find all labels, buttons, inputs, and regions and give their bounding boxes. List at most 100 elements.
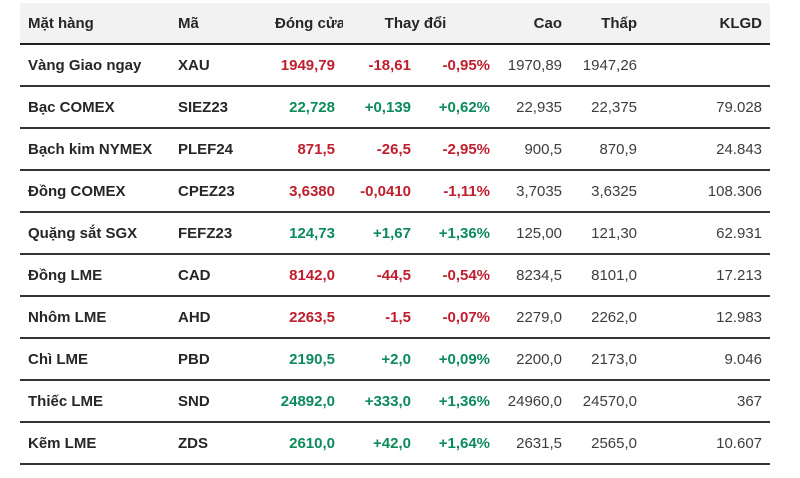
- commodity-name: Niken LME: [20, 464, 170, 478]
- change-value: -18,61: [368, 56, 411, 74]
- high-price: 18190,0: [498, 464, 570, 478]
- commodity-name: Bạc COMEX: [28, 98, 115, 116]
- commodity-code: CAD: [178, 266, 211, 284]
- low-price: 17800,0: [570, 464, 645, 478]
- col-header-close: Đóng cửa: [275, 14, 343, 32]
- change-value: -1,5: [385, 308, 411, 326]
- change-percent: +1,02%: [419, 464, 498, 478]
- volume: 10.607: [716, 434, 763, 452]
- high-price: 2279,0: [516, 308, 563, 326]
- table-row: Vàng Giao ngay XAU 1949,79 -18,61 -0,95%…: [20, 44, 771, 86]
- commodity-code: XAU: [178, 56, 210, 74]
- change-percent: -1,11%: [443, 182, 491, 200]
- commodity-name: Kẽm LME: [28, 434, 97, 452]
- commodity-name: Vàng Giao ngay: [28, 56, 142, 74]
- col-header-product: Mặt hàng: [28, 14, 94, 32]
- change-value: +42,0: [373, 434, 411, 452]
- change-percent: +1,36%: [438, 392, 491, 410]
- close-price: 3,6380: [289, 182, 335, 200]
- change-value: +1,67: [373, 224, 411, 242]
- change-percent: +1,36%: [438, 224, 491, 242]
- commodity-code: ZDS: [178, 434, 208, 452]
- table-row: Nhôm LME AHD 2263,5 -1,5 -0,07% 2279,0 2…: [20, 296, 771, 338]
- close-price: 2610,0: [289, 434, 335, 452]
- change-value: +182,0: [343, 464, 419, 478]
- high-price: 24960,0: [507, 392, 563, 410]
- table-row: Chì LME PBD 2190,5 +2,0 +0,09% 2200,0 21…: [20, 338, 771, 380]
- commodity-name: Bạch kim NYMEX: [28, 140, 153, 158]
- commodity-code: FEFZ23: [178, 224, 233, 242]
- high-price: 2631,5: [516, 434, 563, 452]
- table-row: Bạch kim NYMEX PLEF24 871,5 -26,5 -2,95%…: [20, 128, 771, 170]
- table-row: Quặng sắt SGX FEFZ23 124,73 +1,67 +1,36%…: [20, 212, 771, 254]
- col-header-change: Thay đổi: [384, 14, 447, 32]
- low-price: 22,375: [591, 98, 638, 116]
- commodity-code: CPEZ23: [178, 182, 235, 200]
- change-percent: -0,54%: [442, 266, 491, 284]
- low-price: 2173,0: [591, 350, 638, 368]
- high-price: 8234,5: [516, 266, 563, 284]
- low-price: 24570,0: [582, 392, 638, 410]
- volume: 108.306: [707, 182, 763, 200]
- change-percent: +1,64%: [438, 434, 491, 452]
- change-value: +2,0: [381, 350, 411, 368]
- volume: 9.046: [724, 350, 763, 368]
- table-header-row: Mặt hàng Mã Đóng cửa Thay đổi Cao Thấp K…: [20, 3, 771, 44]
- commodity-code: NID: [170, 464, 267, 478]
- high-price: 2200,0: [516, 350, 563, 368]
- high-price: 22,935: [516, 98, 563, 116]
- col-header-volume: KLGD: [719, 14, 763, 32]
- close-price: 22,728: [289, 98, 335, 116]
- change-value: -0,0410: [360, 182, 411, 200]
- close-price: 24892,0: [280, 392, 335, 410]
- commodity-code: PLEF24: [178, 140, 234, 158]
- low-price: 1947,26: [582, 56, 638, 74]
- change-value: +333,0: [364, 392, 411, 410]
- commodity-code: PBD: [178, 350, 210, 368]
- col-header-high: Cao: [533, 14, 563, 32]
- high-price: 1970,89: [507, 56, 563, 74]
- commodity-name: Chì LME: [28, 350, 88, 368]
- change-value: +0,139: [364, 98, 411, 116]
- commodity-price-panel: Mặt hàng Mã Đóng cửa Thay đổi Cao Thấp K…: [20, 3, 800, 478]
- low-price: 870,9: [599, 140, 638, 158]
- high-price: 125,00: [516, 224, 563, 242]
- table-row: Thiếc LME SND 24892,0 +333,0 +1,36% 2496…: [20, 380, 771, 422]
- volume: 3.160: [645, 464, 770, 478]
- low-price: 121,30: [591, 224, 638, 242]
- commodity-code: AHD: [178, 308, 211, 326]
- close-price: 2263,5: [289, 308, 335, 326]
- high-price: 900,5: [524, 140, 563, 158]
- high-price: 3,7035: [516, 182, 563, 200]
- volume: 367: [736, 392, 763, 410]
- low-price: 2565,0: [591, 434, 638, 452]
- table-row: Niken LME NID 18094,0 +182,0 +1,02% 1819…: [20, 464, 770, 478]
- table-row: Bạc COMEX SIEZ23 22,728 +0,139 +0,62% 22…: [20, 86, 771, 128]
- change-percent: +0,09%: [438, 350, 491, 368]
- table-row: Kẽm LME ZDS 2610,0 +42,0 +1,64% 2631,5 2…: [20, 422, 771, 464]
- close-price: 1949,79: [280, 56, 335, 74]
- volume: 17.213: [716, 266, 763, 284]
- change-percent: +0,62%: [438, 98, 491, 116]
- volume: 79.028: [716, 98, 763, 116]
- commodity-name: Đồng LME: [28, 266, 103, 284]
- commodity-code: SIEZ23: [178, 98, 229, 116]
- volume: 24.843: [716, 140, 763, 158]
- volume: 12.983: [716, 308, 763, 326]
- close-price: 2190,5: [289, 350, 335, 368]
- commodity-code: SND: [178, 392, 210, 410]
- change-value: -44,5: [376, 266, 411, 284]
- change-value: -26,5: [376, 140, 411, 158]
- close-price: 18094,0: [267, 464, 343, 478]
- commodity-name: Thiếc LME: [28, 392, 104, 410]
- commodity-name: Nhôm LME: [28, 308, 107, 326]
- table-row: Đồng LME CAD 8142,0 -44,5 -0,54% 8234,5 …: [20, 254, 771, 296]
- close-price: 871,5: [297, 140, 335, 158]
- change-percent: -0,07%: [442, 308, 491, 326]
- low-price: 2262,0: [591, 308, 638, 326]
- change-percent: -2,95%: [442, 140, 491, 158]
- low-price: 8101,0: [591, 266, 638, 284]
- commodity-name: Đồng COMEX: [28, 182, 126, 200]
- change-percent: -0,95%: [442, 56, 491, 74]
- commodity-name: Quặng sắt SGX: [28, 224, 138, 242]
